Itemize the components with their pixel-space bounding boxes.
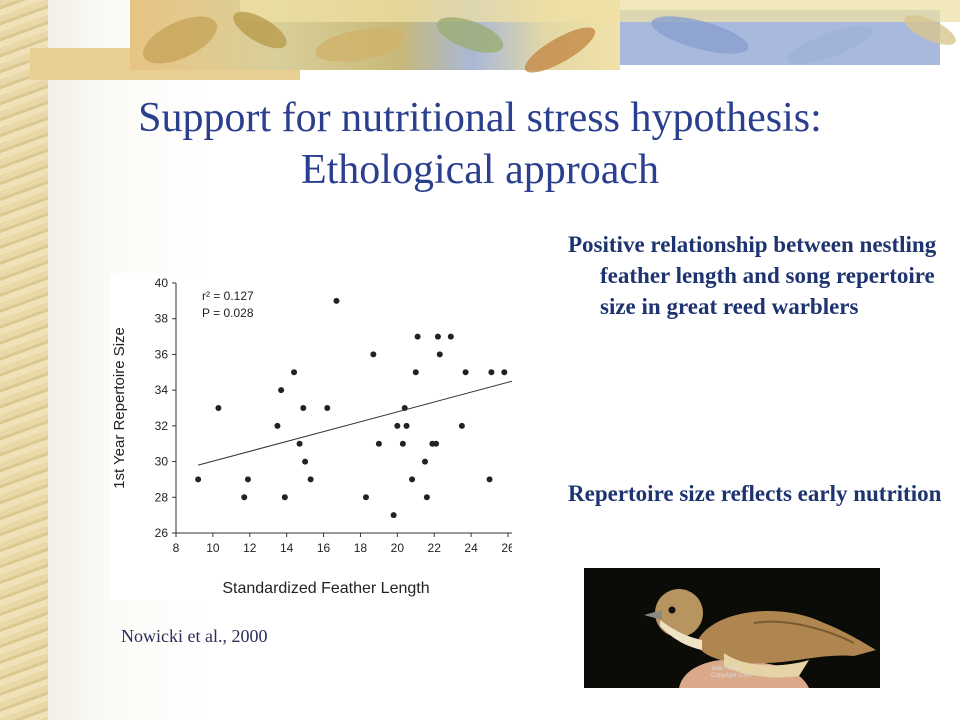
scatter-chart: 8 10 12 14 16 18 20 22 24 26 26 28 30 32 34 36 38 40 r² =… xyxy=(110,273,521,600)
y-tick-label: 38 xyxy=(155,312,169,326)
data-point xyxy=(458,422,465,429)
data-point xyxy=(291,369,298,376)
data-point xyxy=(488,369,495,376)
data-point xyxy=(433,440,440,447)
chart-annotation-r2: r² = 0.127 xyxy=(202,289,254,303)
bird-photo: Julio Netto Copyright 2000 xyxy=(584,568,880,688)
data-point xyxy=(333,297,340,304)
scatter-plot-svg: 8 10 12 14 16 18 20 22 24 26 26 28 30 32 34 36 38 40 r² =… xyxy=(111,276,521,597)
data-point xyxy=(307,476,314,483)
y-tick-label: 30 xyxy=(155,455,169,469)
data-point xyxy=(409,476,416,483)
trend-line xyxy=(198,380,513,466)
x-tick-label: 12 xyxy=(243,541,257,555)
bullet-early-nutrition: Repertoire size reflects early nutrition xyxy=(568,481,942,506)
data-point xyxy=(436,351,443,358)
x-tick-label: 16 xyxy=(317,541,331,555)
data-point xyxy=(244,476,251,483)
chart-x-axis-label: Standardized Feather Length xyxy=(222,580,429,597)
x-tick-label: 18 xyxy=(354,541,368,555)
photo-credit-name: Julio Netto xyxy=(711,666,740,672)
data-point xyxy=(300,405,307,411)
data-point xyxy=(324,405,331,411)
data-point xyxy=(422,458,428,465)
data-point xyxy=(241,494,248,501)
data-point xyxy=(501,369,508,376)
data-point xyxy=(296,440,303,447)
parchment-border xyxy=(0,0,48,720)
data-point xyxy=(394,422,401,429)
data-point xyxy=(281,494,288,501)
y-tick-label: 40 xyxy=(155,276,169,290)
data-point xyxy=(403,422,410,429)
data-point xyxy=(370,351,377,358)
slide-title: Support for nutritional stress hypothesi… xyxy=(138,95,822,193)
x-tick-label: 8 xyxy=(173,541,180,555)
data-point xyxy=(462,369,469,376)
x-tick-label: 10 xyxy=(206,541,220,555)
data-point xyxy=(302,458,309,465)
citation: Nowicki et al., 2000 xyxy=(121,626,268,646)
photo-credit: Julio Netto Copyright 2000 xyxy=(711,666,752,680)
y-tick-label: 32 xyxy=(155,419,169,433)
data-point xyxy=(399,440,406,447)
chart-annotation-p: P = 0.028 xyxy=(202,306,254,320)
y-tick-label: 36 xyxy=(155,347,169,361)
data-point xyxy=(195,476,202,483)
bullet-feather-relationship: Positive relationship between nestling f… xyxy=(568,232,937,319)
data-point xyxy=(274,422,281,429)
data-point xyxy=(434,333,441,340)
data-point xyxy=(423,494,430,501)
data-point xyxy=(412,369,419,376)
data-point xyxy=(278,387,285,394)
y-tick-label: 26 xyxy=(155,526,169,540)
warbler-image xyxy=(584,568,880,688)
data-point xyxy=(362,494,369,501)
photo-credit-copyright: Copyright 2000 xyxy=(711,673,752,679)
x-tick-label: 14 xyxy=(280,541,294,555)
data-point xyxy=(390,512,397,519)
data-point xyxy=(414,333,421,340)
x-tick-label: 22 xyxy=(428,541,442,555)
data-point xyxy=(486,476,493,483)
data-point xyxy=(375,440,382,447)
y-tick-label: 34 xyxy=(155,383,169,397)
data-point xyxy=(447,333,454,340)
leaf-banner xyxy=(30,0,960,80)
data-point xyxy=(215,405,222,411)
x-tick-label: 26 xyxy=(501,541,512,555)
x-tick-label: 20 xyxy=(391,541,405,555)
x-tick-label: 24 xyxy=(464,541,478,555)
y-tick-label: 28 xyxy=(155,490,169,504)
chart-y-axis-label: 1st Year Repertoire Size xyxy=(111,327,128,489)
